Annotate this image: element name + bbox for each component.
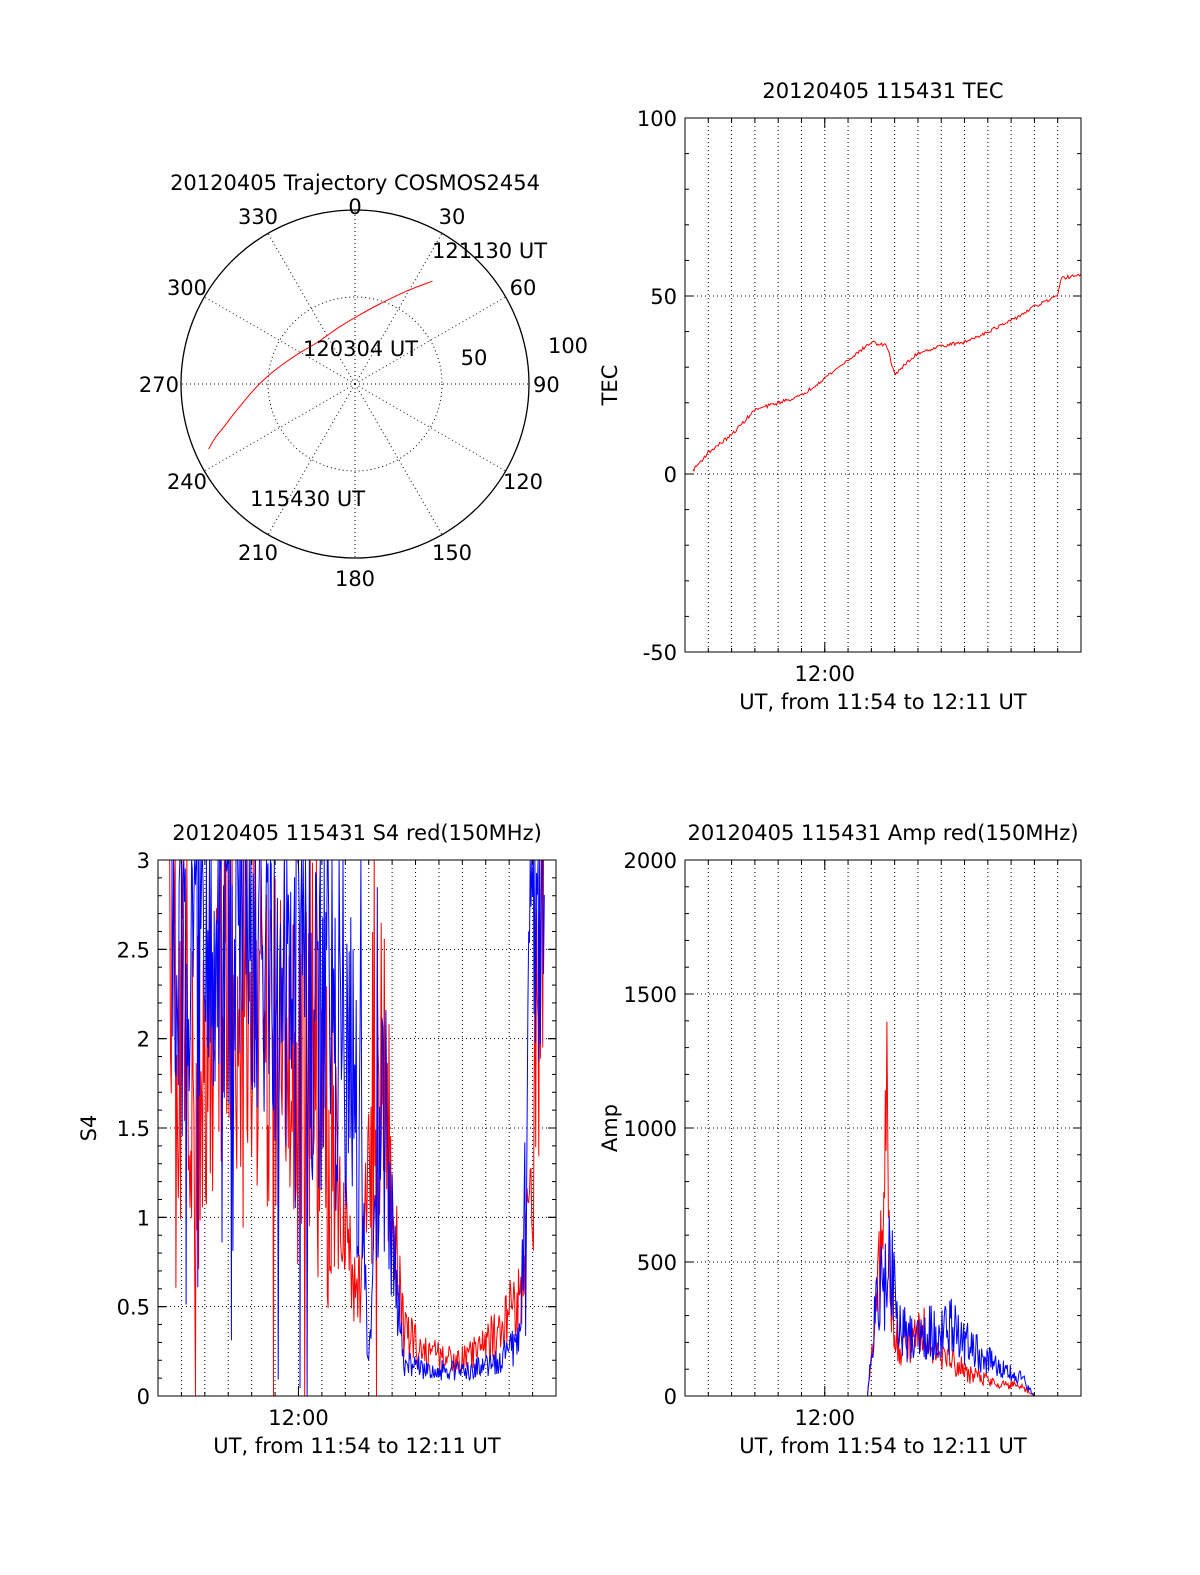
- y-tick-label: 0: [664, 463, 677, 487]
- amp-ticks: 0 500 1000 1500 2000 12:00: [624, 849, 1082, 1430]
- azimuth-label-0: 0: [348, 195, 361, 219]
- trajectory-annotations: 121130 UT 120304 UT 115430 UT: [250, 239, 547, 511]
- plot-frame: [157, 859, 557, 1397]
- x-tick-label: 12:00: [794, 662, 855, 686]
- time-annotation: 121130 UT: [432, 239, 547, 263]
- s4-ticks: 0 0.5 1 1.5 2 2.5 3 12:00: [117, 849, 557, 1430]
- trajectory-azimuth-labels: 0 30 60 90 120 150 180 210 240 270 300 330: [139, 195, 560, 591]
- tec-x-axis-label: UT, from 11:54 to 12:11 UT: [739, 690, 1027, 714]
- amp-y-axis-label: Amp: [598, 1104, 622, 1152]
- azimuth-label-300: 300: [167, 276, 207, 300]
- y-tick-label: 1000: [624, 1117, 677, 1141]
- y-tick-label: 0: [664, 1385, 677, 1409]
- trajectory-line: [208, 280, 433, 450]
- tec-y-axis-label: TEC: [598, 365, 622, 407]
- y-tick-label: 50: [650, 285, 677, 309]
- y-tick-label: 1.5: [117, 1117, 150, 1141]
- radius-50-circle: [267, 296, 443, 472]
- tec-title: 20120405 115431 TEC: [762, 79, 1003, 103]
- y-tick-label: 1500: [624, 983, 677, 1007]
- y-tick-label: 2000: [624, 849, 677, 873]
- tec-grid: [685, 118, 1081, 652]
- series-red-line: [692, 1021, 1081, 1396]
- series-blue-line: [169, 860, 545, 1396]
- spoke-300: [204, 296, 356, 385]
- trajectory-series: [208, 280, 433, 450]
- spoke-210: [267, 383, 356, 535]
- radial-label-50: 50: [461, 346, 488, 370]
- y-tick-label: 3: [137, 849, 150, 873]
- y-tick-label: 2: [137, 1028, 150, 1052]
- trajectory-grid: [180, 209, 530, 559]
- x-tick-label: 12:00: [794, 1406, 855, 1430]
- y-tick-label: 0: [137, 1385, 150, 1409]
- amp-series: [692, 1021, 1081, 1396]
- s4-panel: 20120405 115431 S4 red(150MHz) 0 0.5 1 1.5 2…: [77, 821, 557, 1458]
- time-annotation: 115430 UT: [250, 487, 365, 511]
- series-red-line: [169, 860, 545, 1396]
- series-red-line: [692, 273, 1081, 472]
- trajectory-radial-labels: 50 100: [461, 334, 588, 370]
- azimuth-label-180: 180: [335, 567, 375, 591]
- outer-circle: [180, 209, 530, 559]
- spoke-30: [354, 233, 443, 385]
- series-blue-line: [692, 1216, 1081, 1396]
- tec-ticks: -50 0 50 100 12:00: [637, 107, 1082, 686]
- azimuth-label-240: 240: [167, 470, 207, 494]
- amp-x-axis-label: UT, from 11:54 to 12:11 UT: [739, 1434, 1027, 1458]
- spoke-240: [204, 383, 356, 472]
- trajectory-panel: 20120405 Trajectory COSMOS2454 0 30609012…: [139, 171, 588, 591]
- y-tick-label: -50: [643, 641, 677, 665]
- tec-panel: 20120405 115431 TEC -50 0 50 100 12:00 UT, f…: [598, 79, 1082, 714]
- azimuth-label-150: 150: [432, 541, 472, 565]
- radial-label-100: 100: [548, 334, 588, 358]
- time-annotation: 120304 UT: [303, 337, 418, 361]
- azimuth-label-210: 210: [238, 541, 278, 565]
- amp-panel: 20120405 115431 Amp red(150MHz) 0 500 1000…: [598, 821, 1082, 1458]
- azimuth-label-30: 30: [439, 205, 466, 229]
- spoke-60: [354, 296, 506, 385]
- y-tick-label: 1: [137, 1206, 150, 1230]
- azimuth-label-120: 120: [503, 470, 543, 494]
- amp-title: 20120405 115431 Amp red(150MHz): [687, 821, 1078, 845]
- spoke-330: [267, 233, 356, 385]
- spoke-150: [354, 383, 443, 535]
- y-tick-label: 100: [637, 107, 677, 131]
- x-tick-label: 12:00: [268, 1406, 329, 1430]
- s4-y-axis-label: S4: [77, 1115, 101, 1142]
- azimuth-label-60: 60: [510, 276, 537, 300]
- azimuth-label-90: 90: [533, 373, 560, 397]
- plot-frame: [684, 117, 1082, 653]
- tec-series: [692, 273, 1081, 472]
- trajectory-title: 20120405 Trajectory COSMOS2454: [170, 171, 540, 195]
- s4-x-axis-label: UT, from 11:54 to 12:11 UT: [213, 1434, 501, 1458]
- azimuth-label-270: 270: [139, 373, 179, 397]
- y-tick-label: 0.5: [117, 1296, 150, 1320]
- spoke-120: [354, 383, 506, 472]
- s4-series: [169, 860, 545, 1396]
- amp-grid: [685, 860, 1081, 1396]
- y-tick-label: 500: [637, 1251, 677, 1275]
- plot-frame: [684, 859, 1082, 1397]
- s4-title: 20120405 115431 S4 red(150MHz): [172, 821, 542, 845]
- azimuth-label-330: 330: [238, 205, 278, 229]
- y-tick-label: 2.5: [117, 938, 150, 962]
